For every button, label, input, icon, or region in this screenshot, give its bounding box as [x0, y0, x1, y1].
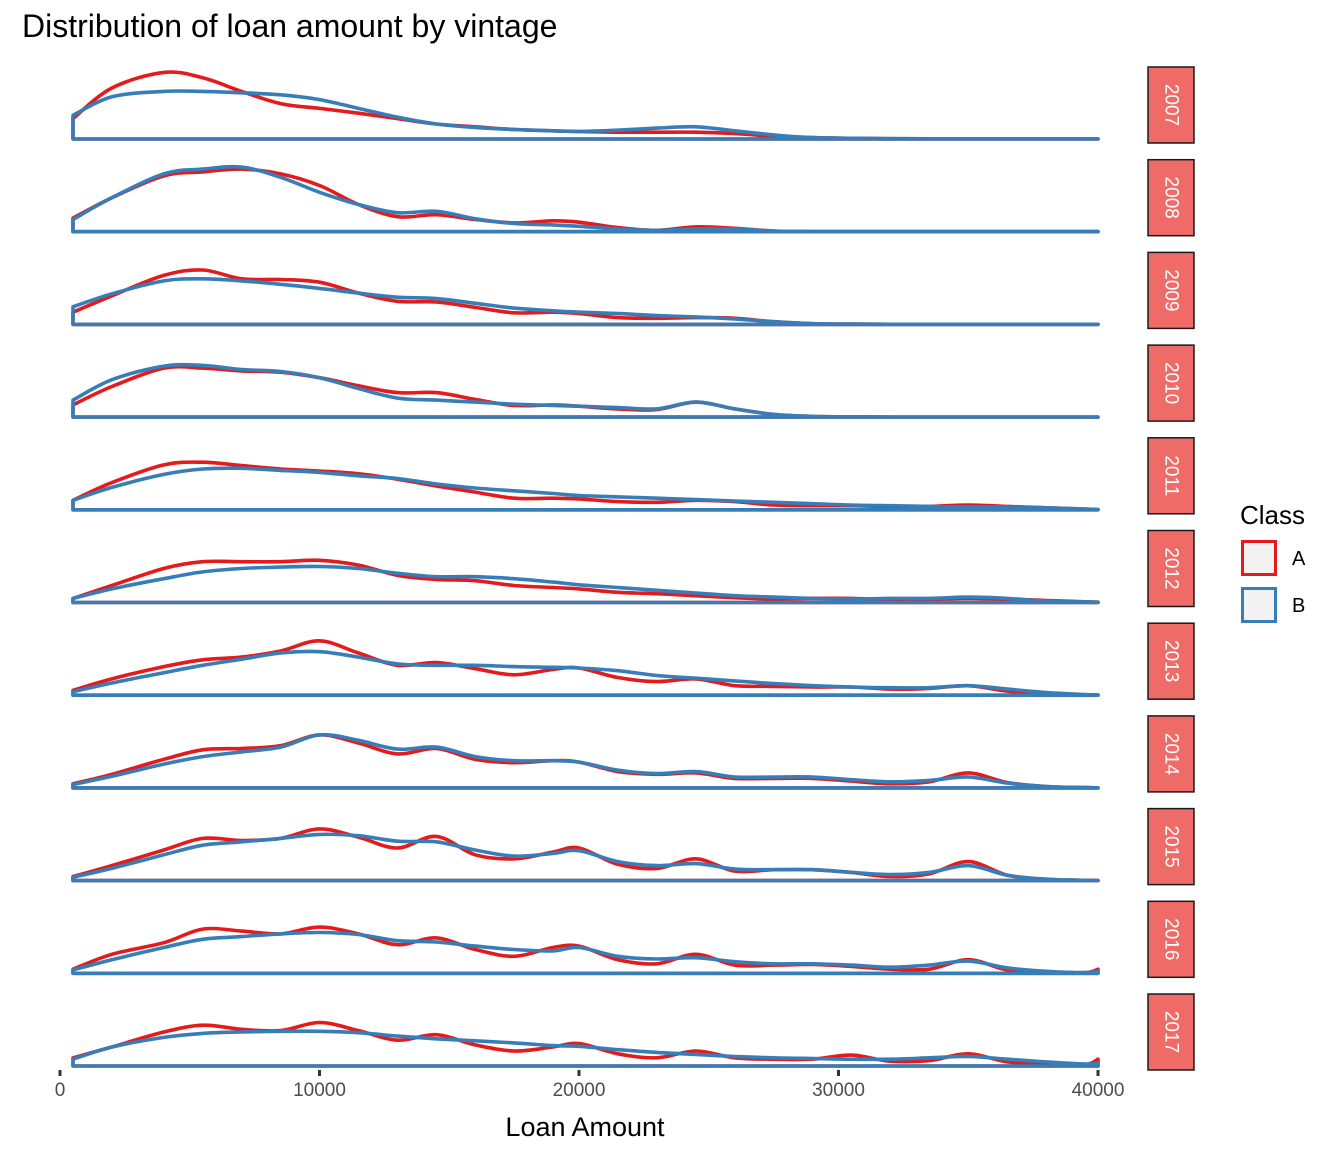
density-curve-2012-b [71, 564, 1100, 605]
legend-item-a: A [1241, 540, 1331, 580]
strip-label-2016: 2016 [1161, 918, 1182, 960]
facet-2017: 2017 [71, 993, 1195, 1071]
facet-2014: 2014 [71, 715, 1195, 793]
strip-box-2011 [1147, 437, 1195, 515]
strip-box-2009 [1147, 251, 1195, 330]
strip-box-2015 [1147, 807, 1195, 886]
facet-2011: 2011 [71, 437, 1195, 515]
strip-box-2012 [1147, 529, 1195, 608]
strip-box-2014 [1147, 715, 1195, 793]
density-curve-2007-b [71, 89, 1100, 141]
density-curve-2010-b [71, 362, 1100, 419]
facet-2007: 2007 [71, 66, 1195, 144]
x-tick-label-20000: 20000 [553, 1080, 606, 1101]
strip-label-2013: 2013 [1161, 640, 1182, 682]
strip-label-2009: 2009 [1161, 269, 1182, 311]
facet-2015: 2015 [71, 807, 1195, 886]
legend-key-a [1241, 540, 1277, 576]
legend-key-b [1241, 587, 1277, 623]
facet-2009: 2009 [71, 251, 1195, 330]
strip-box-2016 [1147, 900, 1195, 979]
density-curve-2015-a [71, 827, 1100, 883]
strip-box-2017 [1147, 993, 1195, 1071]
strip-label-2017: 2017 [1161, 1011, 1182, 1053]
facet-2013: 2013 [71, 622, 1195, 700]
strip-label-2010: 2010 [1161, 362, 1182, 404]
facet-2010: 2010 [71, 344, 1195, 422]
density-curve-2015-b [71, 832, 1100, 883]
x-tick-label-10000: 10000 [293, 1080, 346, 1101]
density-curve-2008-a [71, 167, 1100, 234]
strip-label-2011: 2011 [1161, 455, 1182, 496]
strip-box-2007 [1147, 66, 1195, 144]
density-curve-2017-a [71, 1020, 1100, 1068]
strip-box-2013 [1147, 622, 1195, 700]
density-curve-2016-b [71, 930, 1100, 976]
density-curve-2014-b [71, 732, 1100, 790]
x-tick-label-40000: 40000 [1072, 1080, 1125, 1101]
legend-title: Class [1240, 500, 1306, 530]
density-curve-2010-a [71, 364, 1100, 419]
strip-label-2014: 2014 [1161, 733, 1182, 776]
strip-label-2007: 2007 [1161, 84, 1182, 126]
strip-label-2012: 2012 [1161, 547, 1182, 589]
strip-label-2015: 2015 [1161, 825, 1182, 867]
facet-2008: 2008 [71, 158, 1195, 237]
chart-title: Distribution of loan amount by vintage [22, 8, 558, 44]
density-curve-2011-b [71, 466, 1100, 512]
strip-box-2008 [1147, 158, 1195, 237]
density-curve-2009-b [71, 276, 1100, 327]
facet-2012: 2012 [71, 529, 1195, 608]
density-curve-2007-a [71, 70, 1100, 141]
legend-label-b: B [1292, 595, 1306, 617]
legend-label-a: A [1292, 548, 1306, 570]
legend-item-b: B [1241, 587, 1331, 627]
x-axis-label: Loan Amount [505, 1112, 665, 1142]
density-curve-2017-b [71, 1029, 1100, 1068]
strip-box-2010 [1147, 344, 1195, 422]
x-tick-label-30000: 30000 [812, 1080, 865, 1101]
density-curve-2013-b [71, 649, 1100, 697]
strip-label-2008: 2008 [1161, 177, 1182, 219]
density-curve-2008-b [71, 164, 1100, 234]
facet-2016: 2016 [71, 900, 1195, 979]
x-tick-label-0: 0 [55, 1080, 66, 1101]
